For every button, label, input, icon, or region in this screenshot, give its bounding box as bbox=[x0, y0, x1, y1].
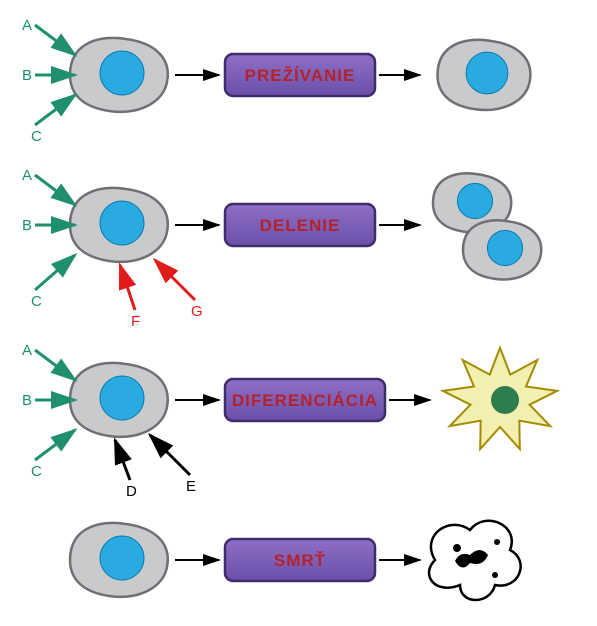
signal-label: F bbox=[131, 313, 140, 330]
process-label: SMRŤ bbox=[274, 551, 326, 570]
signal-label: D bbox=[126, 483, 137, 500]
signal-label: A bbox=[22, 167, 32, 184]
signal-arrow bbox=[35, 350, 75, 380]
signal-label: E bbox=[186, 478, 196, 495]
signal-label: C bbox=[31, 128, 42, 145]
signal-label: B bbox=[22, 392, 32, 409]
signal-label: B bbox=[22, 217, 32, 234]
process-label: DELENIE bbox=[260, 216, 341, 235]
cell-nucleus bbox=[100, 51, 144, 95]
process-label: PREŽÍVANIE bbox=[245, 66, 356, 85]
dead-cell-dot bbox=[494, 539, 500, 545]
process-label: DIFERENCIÁCIA bbox=[232, 391, 378, 410]
cell-nucleus bbox=[100, 536, 144, 580]
signal-arrow bbox=[120, 265, 135, 310]
signal-arrow bbox=[150, 435, 190, 475]
signal-label: A bbox=[22, 342, 32, 359]
signal-arrow bbox=[35, 255, 75, 290]
signal-arrow bbox=[35, 95, 75, 125]
cell-nucleus bbox=[100, 376, 144, 420]
cell-nucleus bbox=[487, 230, 522, 265]
signal-arrow bbox=[155, 260, 195, 300]
signal-label: C bbox=[31, 463, 42, 480]
signal-label: B bbox=[22, 67, 32, 84]
signal-label: C bbox=[31, 293, 42, 310]
cell-nucleus bbox=[457, 183, 492, 218]
cell-nucleus bbox=[466, 52, 508, 94]
dead-cell-dot bbox=[492, 572, 498, 578]
signal-label: G bbox=[191, 303, 203, 320]
signal-arrow bbox=[35, 25, 75, 55]
signal-arrow bbox=[35, 175, 75, 205]
signal-arrow bbox=[35, 430, 75, 460]
signal-arrow bbox=[115, 440, 130, 480]
differentiated-nucleus bbox=[491, 386, 519, 414]
dead-cell-dot bbox=[453, 544, 461, 552]
cell-nucleus bbox=[100, 201, 144, 245]
signal-label: A bbox=[22, 17, 32, 34]
